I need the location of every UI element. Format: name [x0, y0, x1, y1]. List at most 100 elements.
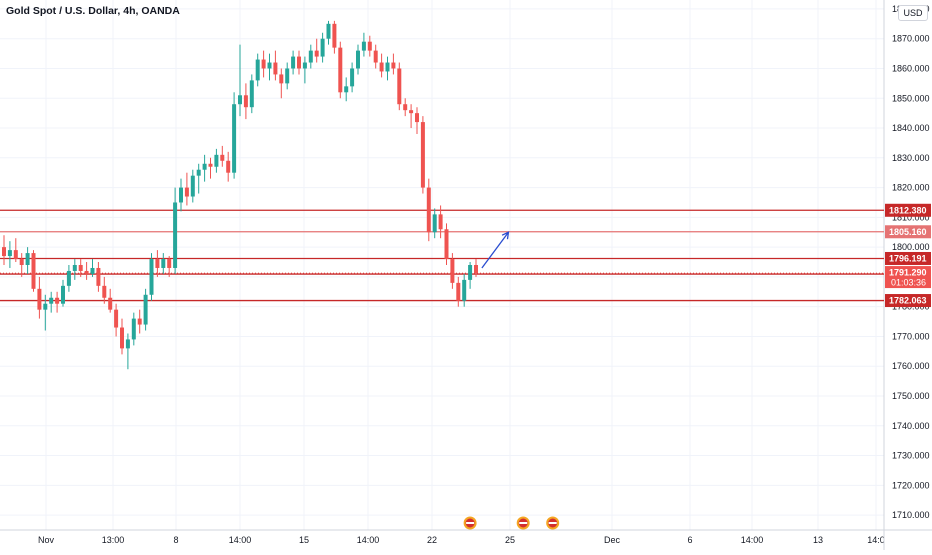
candle-body — [320, 38, 325, 57]
event-icon-stripe — [466, 522, 475, 524]
candle-body — [332, 23, 337, 48]
candle-body — [314, 50, 319, 57]
price-label-bg — [885, 225, 931, 239]
candle-body — [356, 50, 360, 69]
chart-title: Gold Spot / U.S. Dollar, 4h, OANDA — [6, 5, 180, 17]
candle-body — [367, 41, 372, 51]
y-tick-label: 1750.000 — [892, 391, 930, 401]
candle-body — [155, 259, 160, 268]
candle-body — [143, 294, 148, 325]
candle-body — [297, 56, 301, 69]
candle-body — [450, 259, 455, 283]
candle-body — [179, 187, 183, 203]
candle-body — [285, 68, 290, 84]
x-tick-label: Dec — [604, 535, 621, 545]
candle-body — [373, 50, 378, 63]
candle-body — [49, 297, 54, 304]
y-tick-label: 1850.000 — [892, 93, 930, 103]
candle-body — [55, 297, 60, 304]
candle-body — [149, 259, 154, 295]
candle-body — [391, 62, 396, 69]
candle-body — [444, 229, 449, 260]
candle-body — [456, 282, 461, 301]
x-tick-label: 14:00 — [741, 535, 764, 545]
price-label: 1805.160 — [889, 227, 927, 237]
candle-body — [255, 59, 260, 81]
candle-body — [137, 318, 142, 325]
candle-body — [249, 80, 254, 108]
candle-body — [432, 214, 437, 233]
candle-body — [96, 267, 101, 286]
y-tick-label: 1870.000 — [892, 34, 930, 44]
x-tick-label: 14:00 — [229, 535, 252, 545]
candle-body — [7, 250, 12, 257]
candle-body — [379, 62, 384, 72]
candle-body — [120, 327, 124, 349]
candle-body — [361, 41, 366, 51]
candle-body — [409, 110, 414, 114]
projection-arrow-head — [501, 231, 510, 240]
candle-body — [385, 62, 390, 72]
candle-body — [102, 285, 107, 298]
candle-body — [426, 187, 431, 233]
price-label-bg — [885, 251, 931, 265]
x-tick-label: 8 — [173, 535, 178, 545]
last-price-label: 1791.290 — [889, 268, 927, 278]
price-label-bg — [885, 294, 931, 308]
y-tick-label: 1710.000 — [892, 510, 930, 520]
candle-body — [403, 104, 408, 111]
candle-body — [190, 175, 195, 197]
candle-body — [243, 95, 248, 108]
y-tick-label: 1770.000 — [892, 331, 930, 341]
candle-body — [308, 50, 313, 63]
candle-body — [125, 339, 130, 349]
candle-body — [420, 122, 425, 188]
price-label-bg — [885, 203, 931, 217]
candle-body — [43, 303, 48, 310]
candle-body — [238, 95, 242, 105]
candle-body — [397, 68, 402, 105]
candle-body — [72, 265, 77, 271]
x-tick-label: 22 — [427, 535, 437, 545]
candle-body — [184, 187, 189, 197]
candle-body — [438, 214, 443, 230]
candle-body — [208, 163, 213, 167]
candle-body — [474, 265, 478, 274]
candle-body — [173, 202, 178, 268]
y-tick-label: 1800.000 — [892, 242, 930, 252]
price-label: 1782.063 — [889, 296, 927, 306]
event-icon-stripe — [519, 522, 528, 524]
price-label: 1812.380 — [889, 205, 927, 215]
projection-arrow-line — [481, 231, 509, 269]
x-tick-label: 15 — [299, 535, 309, 545]
candle-body — [161, 259, 166, 268]
candle-body — [61, 285, 65, 304]
y-tick-label: 1730.000 — [892, 451, 930, 461]
candle-body — [226, 160, 231, 173]
candle-body — [13, 250, 18, 260]
candle-body — [344, 86, 349, 93]
y-tick-label: 1720.000 — [892, 480, 930, 490]
y-tick-label: 1860.000 — [892, 63, 930, 73]
event-icon-stripe — [548, 522, 557, 524]
candle-body — [25, 253, 30, 265]
x-tick-label: 25 — [505, 535, 515, 545]
candle-body — [114, 309, 119, 328]
candle-body — [78, 265, 83, 271]
candle-body — [66, 270, 71, 286]
candle-body — [468, 265, 473, 280]
candle-body — [167, 259, 172, 268]
candle-body — [220, 154, 225, 161]
candle-body — [90, 267, 95, 274]
candle-body — [84, 270, 89, 274]
y-tick-label: 1840.000 — [892, 123, 930, 133]
candle-body — [37, 288, 42, 310]
y-tick-label: 1740.000 — [892, 421, 930, 431]
candle-body — [196, 169, 201, 176]
x-tick-label: 13:00 — [102, 535, 125, 545]
y-tick-label: 1830.000 — [892, 153, 930, 163]
currency-button[interactable]: USD — [898, 5, 928, 21]
x-tick-label: Nov — [38, 535, 55, 545]
